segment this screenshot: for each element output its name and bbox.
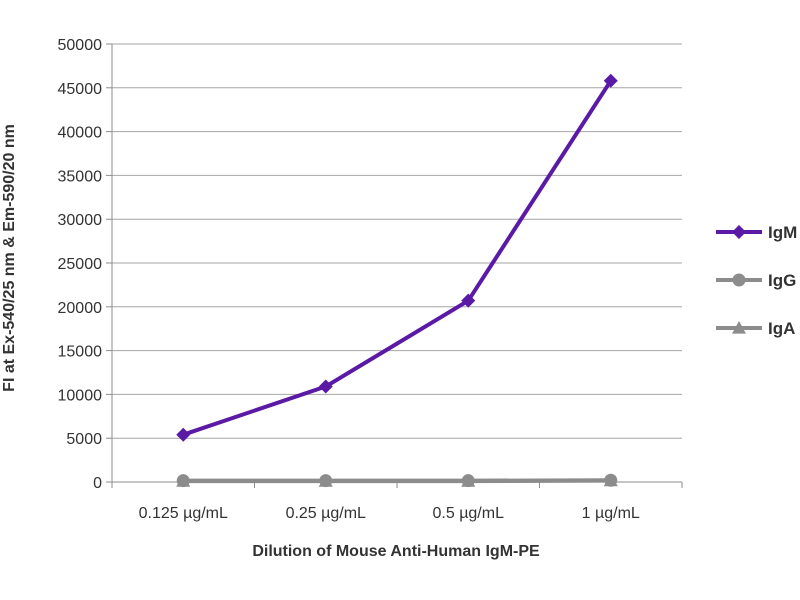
y-tick-labels: 0 5000 10000 15000 20000 25000 30000 35000 40000…	[58, 37, 103, 492]
legend-item-igm: IgM	[716, 223, 797, 242]
y-tick-label: 50000	[58, 37, 103, 54]
grid-lines	[112, 43, 682, 439]
x-tick-label: 0.125 µg/mL	[139, 505, 228, 522]
legend-marker	[732, 273, 746, 287]
data-point-igm	[318, 379, 333, 394]
data-point-igm	[461, 293, 476, 308]
series-line-igm	[182, 79, 613, 437]
y-tick-label: 30000	[58, 212, 103, 229]
data-point-igm	[603, 73, 618, 88]
y-tick-label: 15000	[58, 344, 103, 361]
y-tick-label: 20000	[58, 300, 103, 317]
series-igm	[176, 73, 618, 442]
x-tick-label: 0.25 µg/mL	[286, 505, 366, 522]
data-point-igg	[319, 474, 333, 488]
series-group	[176, 73, 618, 488]
series-igg	[176, 473, 618, 488]
y-tick-label: 45000	[58, 81, 103, 98]
legend-marker	[732, 321, 746, 334]
legend-item-igg: IgG	[716, 271, 796, 290]
data-point-igm	[176, 427, 191, 442]
x-axis-title: Dilution of Mouse Anti-Human IgM-PE	[252, 543, 540, 560]
y-tick-label: 35000	[58, 168, 103, 185]
data-point-igg	[176, 474, 190, 488]
axes	[106, 43, 683, 488]
y-tick-label: 5000	[66, 431, 102, 448]
y-tick-label: 40000	[58, 125, 103, 142]
legend-label: IgG	[768, 271, 796, 290]
y-tick-label: 25000	[58, 256, 103, 273]
data-point-igg	[461, 474, 475, 488]
legend-marker	[732, 225, 746, 239]
y-axis-title: FI at Ex-540/25 nm & Em-590/20 nm	[1, 124, 18, 392]
y-tick-label: 10000	[58, 387, 103, 404]
legend: IgM IgG IgA	[716, 223, 797, 338]
legend-label: IgM	[768, 223, 797, 242]
x-tick-label: 0.5 µg/mL	[433, 505, 505, 522]
legend-label: IgA	[768, 319, 795, 338]
y-tick-label: 0	[93, 475, 102, 492]
x-tick-label: 1 µg/mL	[582, 505, 640, 522]
data-point-igg	[604, 473, 618, 487]
x-tick-labels: 0.125 µg/mL 0.25 µg/mL 0.5 µg/mL 1 µg/mL	[139, 505, 640, 522]
legend-item-iga: IgA	[716, 319, 795, 338]
